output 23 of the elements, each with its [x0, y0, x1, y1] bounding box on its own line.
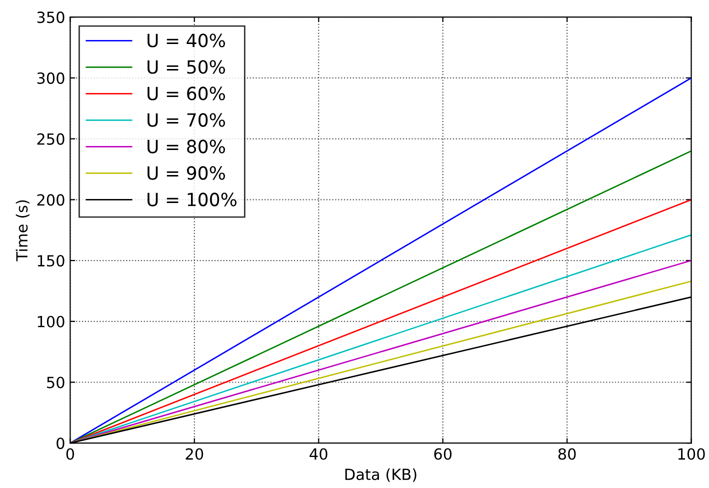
- y-tick-label: 250: [37, 133, 64, 145]
- x-tick-label: 40: [310, 448, 328, 460]
- x-tick-label: 0: [66, 448, 74, 460]
- legend-label: U = 70%: [148, 113, 225, 127]
- legend-label: U = 100%: [148, 192, 236, 206]
- y-tick-label: 200: [37, 194, 64, 206]
- x-tick-label: 80: [558, 448, 576, 460]
- y-tick-label: 300: [37, 72, 64, 84]
- y-tick-label: 150: [38, 254, 64, 267]
- y-tick-label: 100: [38, 316, 64, 328]
- y-tick-label: 50: [47, 376, 64, 388]
- x-tick-label: 20: [186, 448, 204, 460]
- x-tick-label: 60: [434, 448, 452, 460]
- legend-label: U = 80%: [148, 140, 225, 154]
- x-tick-label: 100: [678, 448, 705, 460]
- y-tick-label: 0: [56, 438, 64, 450]
- y-tick-label: 350: [37, 12, 64, 24]
- x-axis-title: Data (KB): [345, 468, 416, 482]
- y-axis-title: Time (s): [16, 200, 30, 262]
- legend-label: U = 40%: [148, 34, 225, 48]
- legend-label: U = 90%: [148, 166, 225, 180]
- legend-label: U = 50%: [148, 60, 225, 74]
- legend-label: U = 60%: [148, 86, 225, 100]
